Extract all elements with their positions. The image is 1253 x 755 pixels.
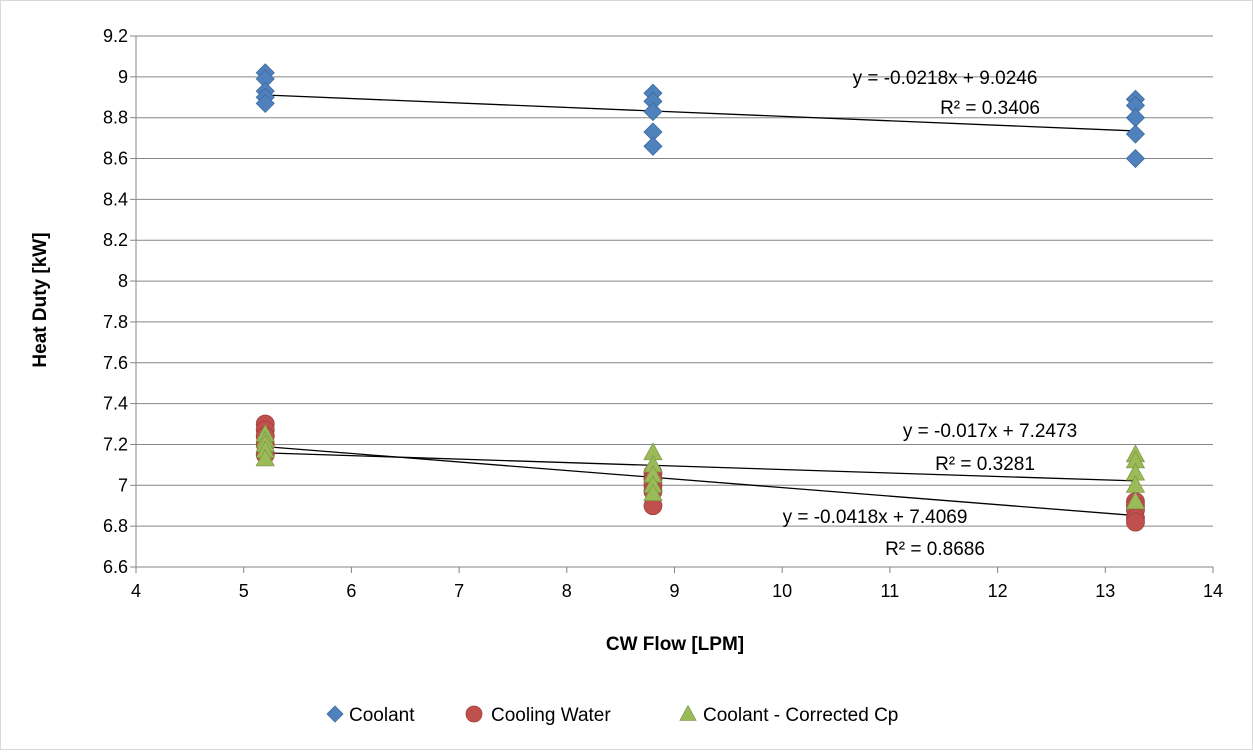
y-tick-label: 6.8 <box>103 516 128 536</box>
coolant-corrected-cp-point <box>255 448 275 467</box>
gridlines <box>136 35 1213 527</box>
coolant-corrected-cp-point <box>643 483 663 501</box>
y-tick-label: 8.6 <box>103 149 128 169</box>
cooling-water-trendline-r2: R² = 0.8686 <box>885 539 985 560</box>
y-tick-label: 9 <box>118 67 128 87</box>
y-tick-label: 8 <box>118 271 128 291</box>
cooling-water-legend-label: Cooling Water <box>491 705 611 726</box>
y-tick-label: 7 <box>118 475 128 495</box>
coolant-trendline-equation: y = -0.0218x + 9.0246 <box>853 68 1038 89</box>
y-tick-label: 7.6 <box>103 353 128 373</box>
coolant-corrected-cp-point <box>1125 491 1146 510</box>
x-tick-label: 7 <box>454 581 464 601</box>
coolant-point <box>1125 148 1146 169</box>
y-tick-label: 9.2 <box>103 26 128 46</box>
coolant-point <box>1125 124 1146 144</box>
coolant-trendline <box>265 94 1136 132</box>
x-tick-label: 5 <box>239 581 249 601</box>
x-tick-label: 10 <box>772 581 792 601</box>
coolant-corrected-cp-legend-label: Coolant - Corrected Cp <box>703 705 898 726</box>
y-tick-label: 6.6 <box>103 557 128 577</box>
y-tick-label: 8.2 <box>103 230 128 250</box>
coolant-corrected-cp-legend-marker <box>679 704 697 721</box>
cooling-water-legend-marker <box>465 705 483 723</box>
trendline-annotations: y = -0.0218x + 9.0246 R² = 0.3406 y = -0.0… <box>783 68 1078 560</box>
cooling-water-point <box>1126 512 1145 532</box>
y-tick-label: 7.2 <box>103 434 128 454</box>
coolant-legend-marker <box>326 705 344 723</box>
axis-labels: CW Flow [LPM] Heat Duty [kW] <box>30 232 744 655</box>
x-tick-label: 11 <box>881 581 900 601</box>
y-tick-label: 8.8 <box>103 108 128 128</box>
axes: 6.6 6.8 7 7.2 7.4 7.6 7.8 8 8.2 8.4 8.6 8.8 9 9.2 4 5 6 7… <box>103 26 1223 601</box>
y-tick-label: 8.4 <box>103 189 128 209</box>
coolant-corrected-cp-trendline-r2: R² = 0.3281 <box>935 454 1035 475</box>
y-axis-title: Heat Duty [kW] <box>30 232 51 367</box>
data-points <box>255 63 1146 532</box>
coolant-trendline-r2: R² = 0.3406 <box>940 98 1040 119</box>
coolant-point <box>255 93 275 113</box>
x-axis-title: CW Flow [LPM] <box>606 634 744 655</box>
x-tick-label: 9 <box>669 581 679 601</box>
x-tick-label: 6 <box>346 581 356 601</box>
coolant-legend-label: Coolant <box>349 705 415 726</box>
coolant-point <box>643 101 663 122</box>
y-tick-label: 7.4 <box>103 394 128 414</box>
y-tick-label: 7.8 <box>103 312 128 332</box>
coolant-corrected-cp-trendline <box>265 452 1136 482</box>
coolant-corrected-cp-trendline-equation: y = -0.017x + 7.2473 <box>903 421 1077 442</box>
x-tick-label: 12 <box>988 581 1008 601</box>
coolant-point <box>643 136 663 156</box>
x-tick-label: 13 <box>1095 581 1115 601</box>
x-tick-label: 8 <box>562 581 572 601</box>
cooling-water-trendline-equation: y = -0.0418x + 7.4069 <box>783 507 968 528</box>
trendlines <box>265 94 1136 517</box>
legend: Coolant Cooling Water Coolant - Corrected … <box>326 704 898 726</box>
x-tick-label: 14 <box>1203 581 1223 601</box>
x-tick-label: 4 <box>131 581 141 601</box>
